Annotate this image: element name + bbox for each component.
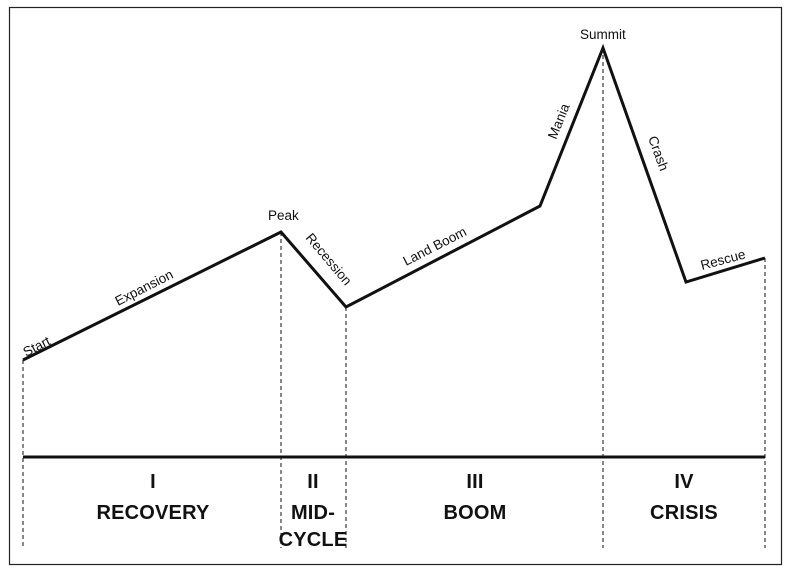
- cycle-curve: [22, 43, 766, 362]
- phase-numeral: I: [150, 471, 156, 493]
- phase-numeral: IV: [674, 471, 694, 493]
- label-peak: Peak: [268, 208, 299, 223]
- phase-mid-cycle: II MID- CYCLE: [279, 471, 348, 551]
- phase-name: RECOVERY: [96, 502, 210, 524]
- phase-numeral: III: [466, 471, 483, 493]
- phase-recovery: I RECOVERY: [96, 471, 210, 524]
- phase-name-line2: CYCLE: [279, 529, 348, 551]
- phase-crisis: IV CRISIS: [650, 471, 718, 524]
- label-summit: Summit: [580, 27, 626, 42]
- phase-name: MID-: [291, 502, 335, 524]
- diagram-frame: [8, 6, 783, 566]
- phase-name: CRISIS: [650, 502, 718, 524]
- phase-numeral: II: [307, 471, 319, 493]
- phase-boom: III BOOM: [443, 471, 506, 524]
- phase-dividers: [22, 48, 766, 548]
- phase-name: BOOM: [443, 502, 506, 524]
